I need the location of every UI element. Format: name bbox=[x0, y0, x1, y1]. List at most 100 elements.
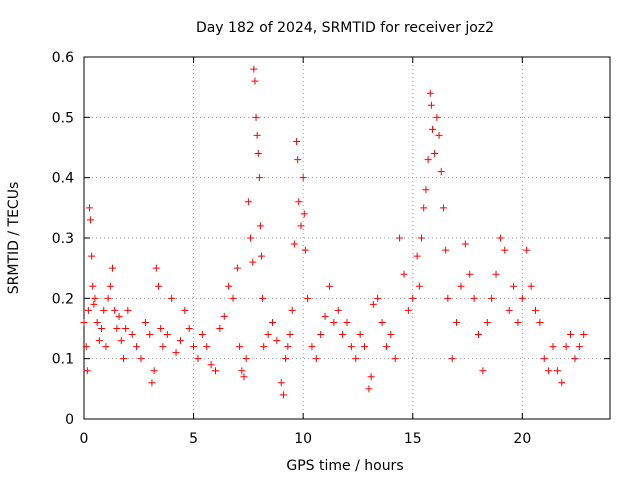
data-point bbox=[461, 240, 469, 248]
data-point bbox=[382, 343, 390, 351]
data-point bbox=[437, 168, 445, 176]
data-point bbox=[290, 240, 298, 248]
data-point bbox=[420, 204, 428, 212]
data-point bbox=[286, 331, 294, 339]
data-point bbox=[146, 331, 154, 339]
data-point bbox=[448, 355, 456, 363]
y-axis-label: SRMTID / TECUs bbox=[6, 182, 22, 295]
data-point bbox=[190, 343, 198, 351]
data-point bbox=[374, 294, 382, 302]
data-point bbox=[251, 77, 259, 85]
data-point bbox=[273, 337, 281, 345]
data-point bbox=[220, 312, 228, 320]
data-point bbox=[300, 210, 308, 218]
data-point bbox=[387, 331, 395, 339]
data-point bbox=[80, 318, 88, 326]
data-point bbox=[242, 355, 250, 363]
data-point bbox=[427, 101, 435, 109]
data-point bbox=[258, 252, 266, 260]
data-point bbox=[431, 150, 439, 158]
data-point bbox=[422, 186, 430, 194]
data-point bbox=[514, 318, 522, 326]
data-point bbox=[415, 282, 423, 290]
data-point bbox=[475, 331, 482, 339]
data-point bbox=[203, 343, 211, 351]
y-tick-label: 0.6 bbox=[52, 50, 74, 66]
data-point bbox=[256, 222, 264, 230]
data-point bbox=[137, 355, 145, 363]
data-point bbox=[122, 325, 130, 332]
data-point bbox=[172, 349, 180, 357]
data-point bbox=[244, 198, 252, 206]
data-point bbox=[288, 306, 296, 314]
data-point bbox=[181, 306, 189, 314]
data-point bbox=[128, 331, 136, 339]
data-point bbox=[253, 131, 261, 139]
data-point bbox=[194, 355, 202, 363]
data-point bbox=[90, 300, 98, 308]
data-point bbox=[444, 294, 452, 302]
data-point bbox=[540, 355, 548, 363]
data-point bbox=[104, 294, 112, 302]
data-point bbox=[141, 318, 149, 326]
data-point bbox=[308, 343, 316, 351]
data-point bbox=[518, 294, 526, 302]
x-tick-label: 15 bbox=[404, 431, 422, 447]
data-point bbox=[400, 270, 408, 278]
data-point bbox=[575, 343, 583, 351]
data-point bbox=[277, 379, 285, 387]
x-tick-label: 5 bbox=[189, 431, 198, 447]
data-point bbox=[95, 337, 103, 345]
data-point bbox=[93, 318, 101, 326]
data-point bbox=[567, 331, 575, 339]
data-point bbox=[457, 282, 465, 290]
data-point bbox=[424, 156, 432, 164]
data-point bbox=[299, 174, 307, 182]
data-point bbox=[233, 264, 241, 272]
data-point bbox=[89, 282, 97, 290]
data-point bbox=[466, 270, 474, 278]
data-point bbox=[88, 252, 96, 260]
data-point bbox=[260, 343, 268, 351]
data-point bbox=[108, 264, 116, 272]
data-point bbox=[488, 294, 496, 302]
data-point bbox=[439, 204, 447, 212]
data-point bbox=[268, 318, 276, 326]
data-point bbox=[496, 234, 504, 242]
data-point bbox=[435, 131, 443, 139]
data-point bbox=[369, 300, 377, 308]
data-point bbox=[301, 246, 309, 254]
data-point bbox=[418, 234, 426, 242]
data-point bbox=[347, 343, 355, 351]
data-point bbox=[294, 156, 302, 164]
y-tick-label: 0.3 bbox=[52, 231, 74, 247]
data-point bbox=[343, 318, 351, 326]
data-point bbox=[527, 282, 535, 290]
data-point bbox=[284, 343, 292, 351]
data-point bbox=[82, 343, 90, 351]
data-point bbox=[85, 204, 93, 212]
data-point bbox=[304, 294, 312, 302]
data-point bbox=[505, 306, 513, 314]
data-point bbox=[510, 282, 518, 290]
data-point bbox=[297, 222, 305, 230]
data-point bbox=[106, 282, 114, 290]
data-point bbox=[102, 343, 110, 351]
y-axis-ticks: 0 0.1 0.2 0.3 0.4 0.5 0.6 bbox=[52, 50, 610, 428]
data-point bbox=[198, 331, 206, 339]
data-point bbox=[282, 355, 290, 363]
x-tick-label: 0 bbox=[80, 431, 89, 447]
data-point bbox=[571, 355, 579, 363]
data-point bbox=[549, 343, 557, 351]
data-point bbox=[558, 379, 566, 387]
x-tick-label: 20 bbox=[513, 431, 531, 447]
data-point bbox=[479, 367, 487, 375]
data-point bbox=[236, 343, 244, 351]
data-point bbox=[150, 367, 158, 375]
data-point bbox=[264, 331, 272, 339]
data-point bbox=[148, 379, 156, 387]
chart-title: Day 182 of 2024, SRMTID for receiver joz… bbox=[196, 20, 494, 36]
data-point bbox=[111, 306, 119, 314]
data-point bbox=[580, 331, 588, 339]
